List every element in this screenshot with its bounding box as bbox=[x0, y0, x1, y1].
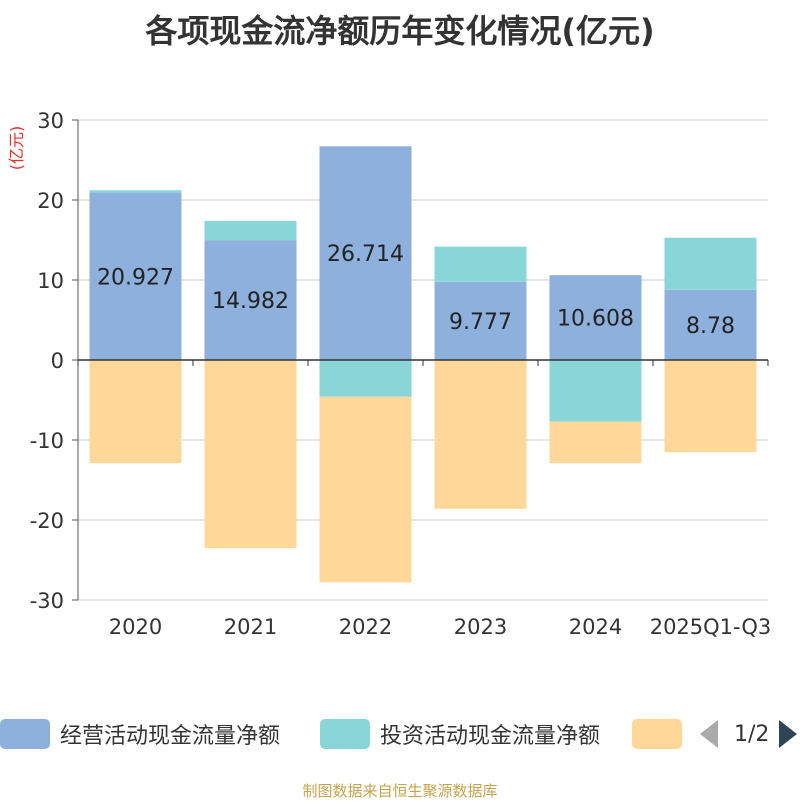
bar-2022-series-0 bbox=[319, 146, 412, 360]
y-tick-label: -20 bbox=[30, 509, 64, 533]
bar-2025Q1-Q3-series-2 bbox=[664, 360, 757, 452]
bar-2020-series-2 bbox=[89, 360, 182, 464]
data-label: 10.608 bbox=[557, 307, 634, 332]
bar-2021-series-0 bbox=[204, 240, 297, 360]
pager-next-icon[interactable] bbox=[779, 720, 798, 748]
data-label: 20.927 bbox=[97, 265, 174, 290]
bar-2024-series-0 bbox=[549, 275, 642, 360]
legend-item-operating[interactable]: 经营活动现金流量净额 bbox=[0, 714, 280, 754]
pager-prev-icon[interactable] bbox=[700, 720, 718, 748]
bar-2023-series-1 bbox=[434, 246, 527, 282]
bar-2022-series-2 bbox=[319, 396, 412, 583]
x-tick-label: 2023 bbox=[454, 615, 507, 639]
chart-title: 各项现金流净额历年变化情况(亿元) bbox=[145, 12, 655, 50]
bar-2020-series-0 bbox=[89, 192, 182, 360]
y-tick-label: 10 bbox=[37, 269, 64, 293]
bar-2024-series-2 bbox=[549, 421, 642, 464]
legend-pager: 1/2 bbox=[700, 714, 798, 754]
legend-label-investing: 投资活动现金流量净额 bbox=[380, 724, 601, 749]
legend-label-operating: 经营活动现金流量净额 bbox=[60, 724, 281, 749]
x-tick-label: 2022 bbox=[339, 615, 392, 639]
bar-2021-series-2 bbox=[204, 360, 297, 548]
legend-swatch-financing bbox=[632, 719, 682, 749]
chart-plot: 30 20 10 0 -10 -20 -30 (亿元) 2020 2021 2022 2023 2024… bbox=[7, 109, 772, 639]
y-tick-label: -10 bbox=[30, 429, 64, 453]
y-tick-label: 30 bbox=[37, 109, 64, 133]
bar-2024-series-1 bbox=[549, 360, 642, 422]
data-label: 14.982 bbox=[212, 289, 289, 314]
x-tick-label: 2020 bbox=[109, 615, 162, 639]
y-tick-label: -30 bbox=[30, 589, 64, 613]
legend-item-financing[interactable] bbox=[632, 714, 682, 754]
legend-item-investing[interactable]: 投资活动现金流量净额 bbox=[320, 714, 600, 754]
bar-2023-series-0 bbox=[434, 281, 527, 360]
source-note: 制图数据来自恒生聚源数据库 bbox=[302, 782, 498, 800]
bar-2025Q1-Q3-series-0 bbox=[664, 289, 757, 360]
x-tick-label: 2025Q1-Q3 bbox=[650, 615, 772, 639]
y-axis-label: (亿元) bbox=[7, 126, 26, 171]
data-label: 9.777 bbox=[449, 310, 512, 335]
data-label: 26.714 bbox=[327, 242, 404, 267]
pager-page-number: 1/2 bbox=[734, 721, 770, 747]
x-tick-label: 2024 bbox=[569, 615, 622, 639]
legend: 经营活动现金流量净额 投资活动现金流量净额 bbox=[0, 714, 800, 754]
y-tick-label: 0 bbox=[51, 349, 64, 373]
bar-2025Q1-Q3-series-1 bbox=[664, 237, 757, 290]
data-label: 8.78 bbox=[686, 314, 735, 339]
y-tick-label: 20 bbox=[37, 189, 64, 213]
bar-2023-series-2 bbox=[434, 360, 527, 509]
bar-2020-series-1 bbox=[89, 190, 182, 193]
legend-swatch-operating bbox=[0, 719, 50, 749]
bar-2021-series-1 bbox=[204, 220, 297, 241]
x-tick-label: 2021 bbox=[224, 615, 277, 639]
bar-2022-series-1 bbox=[319, 360, 412, 397]
legend-swatch-investing bbox=[320, 719, 370, 749]
